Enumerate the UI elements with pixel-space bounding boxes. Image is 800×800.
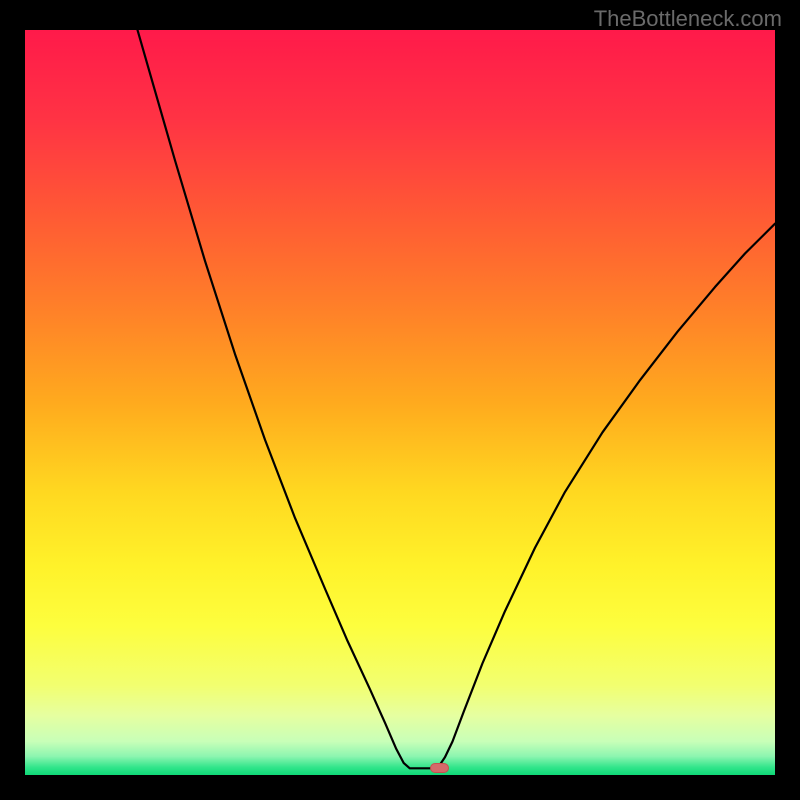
watermark-text: TheBottleneck.com <box>594 6 782 32</box>
plot-frame <box>25 30 775 775</box>
bottleneck-marker <box>430 763 449 773</box>
bottleneck-curve <box>25 30 775 775</box>
chart-container: TheBottleneck.com <box>0 0 800 800</box>
